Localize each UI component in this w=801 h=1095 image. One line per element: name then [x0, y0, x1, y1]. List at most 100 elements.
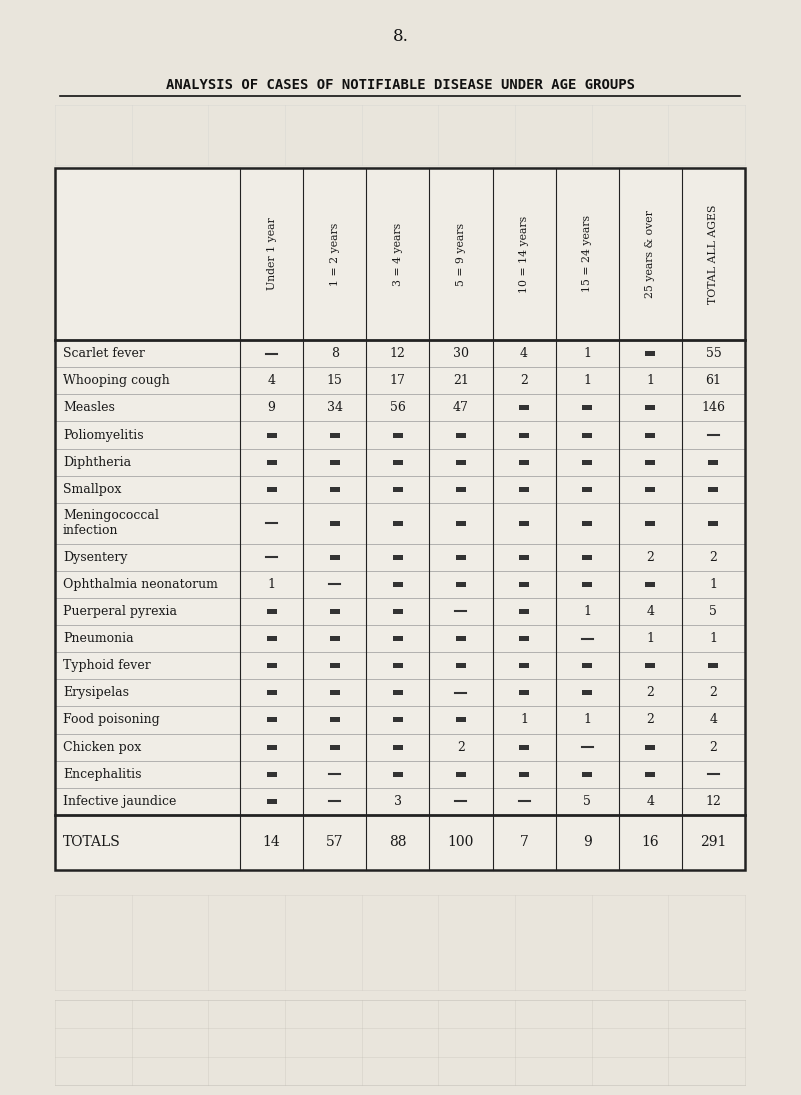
Bar: [392, 487, 403, 492]
Bar: [392, 521, 403, 526]
Bar: [267, 433, 276, 438]
Bar: [646, 351, 655, 356]
Bar: [519, 433, 529, 438]
Text: 3: 3: [394, 795, 402, 808]
Bar: [392, 664, 403, 668]
Bar: [392, 772, 403, 776]
Text: 10 = 14 years: 10 = 14 years: [519, 216, 529, 292]
Text: 55: 55: [706, 347, 722, 360]
Text: 1: 1: [520, 714, 528, 726]
Text: 15 = 24 years: 15 = 24 years: [582, 216, 592, 292]
Bar: [708, 460, 718, 464]
Text: 146: 146: [702, 402, 726, 414]
Text: 14: 14: [263, 835, 280, 850]
Text: Poliomyelitis: Poliomyelitis: [63, 428, 143, 441]
Bar: [582, 555, 592, 560]
Text: Pneumonia: Pneumonia: [63, 632, 134, 645]
Bar: [646, 581, 655, 587]
Bar: [646, 521, 655, 526]
Bar: [519, 664, 529, 668]
Text: Chicken pox: Chicken pox: [63, 740, 141, 753]
Bar: [456, 433, 466, 438]
Text: 1: 1: [646, 374, 654, 388]
Text: 1: 1: [710, 578, 718, 591]
Bar: [392, 433, 403, 438]
Text: ANALYSIS OF CASES OF NOTIFIABLE DISEASE UNDER AGE GROUPS: ANALYSIS OF CASES OF NOTIFIABLE DISEASE …: [166, 78, 635, 92]
Text: 2: 2: [710, 687, 718, 700]
Bar: [392, 717, 403, 723]
Text: 47: 47: [453, 402, 469, 414]
Text: Whooping cough: Whooping cough: [63, 374, 170, 388]
Text: 2: 2: [646, 714, 654, 726]
Text: 12: 12: [706, 795, 722, 808]
Text: Infective jaundice: Infective jaundice: [63, 795, 176, 808]
Text: 1: 1: [583, 347, 591, 360]
Bar: [708, 664, 718, 668]
Bar: [519, 690, 529, 695]
Bar: [392, 581, 403, 587]
Bar: [582, 405, 592, 411]
Text: Smallpox: Smallpox: [63, 483, 122, 496]
Bar: [582, 521, 592, 526]
Bar: [55, 168, 745, 871]
Text: Under 1 year: Under 1 year: [267, 218, 276, 290]
Bar: [456, 636, 466, 641]
Bar: [456, 460, 466, 464]
Text: 15: 15: [327, 374, 343, 388]
Text: Scarlet fever: Scarlet fever: [63, 347, 145, 360]
Text: 88: 88: [389, 835, 407, 850]
Bar: [646, 487, 655, 492]
Bar: [519, 636, 529, 641]
Bar: [519, 609, 529, 614]
Text: 7: 7: [520, 835, 529, 850]
Text: Food poisoning: Food poisoning: [63, 714, 159, 726]
Bar: [582, 690, 592, 695]
Bar: [330, 555, 340, 560]
Bar: [582, 460, 592, 464]
Bar: [392, 555, 403, 560]
Text: Puerperal pyrexia: Puerperal pyrexia: [63, 604, 177, 618]
Bar: [267, 745, 276, 750]
Text: 100: 100: [448, 835, 474, 850]
Text: 4: 4: [646, 604, 654, 618]
Text: 61: 61: [706, 374, 722, 388]
Bar: [330, 690, 340, 695]
Bar: [708, 487, 718, 492]
Text: 8: 8: [331, 347, 339, 360]
Bar: [392, 460, 403, 464]
Bar: [267, 717, 276, 723]
Text: 30: 30: [453, 347, 469, 360]
Bar: [330, 745, 340, 750]
Bar: [646, 405, 655, 411]
Bar: [646, 433, 655, 438]
Bar: [55, 168, 745, 871]
Bar: [330, 521, 340, 526]
Text: 1: 1: [583, 714, 591, 726]
Bar: [330, 636, 340, 641]
Text: 1: 1: [646, 632, 654, 645]
Text: Erysipelas: Erysipelas: [63, 687, 129, 700]
Bar: [646, 460, 655, 464]
Text: 2: 2: [520, 374, 528, 388]
Bar: [267, 690, 276, 695]
Bar: [392, 745, 403, 750]
Bar: [582, 772, 592, 776]
Bar: [267, 772, 276, 776]
Bar: [646, 664, 655, 668]
Text: 25 years & over: 25 years & over: [646, 210, 655, 298]
Text: 1: 1: [583, 604, 591, 618]
Bar: [519, 581, 529, 587]
Bar: [330, 609, 340, 614]
Text: 8.: 8.: [392, 28, 409, 45]
Bar: [267, 460, 276, 464]
Bar: [456, 664, 466, 668]
Bar: [582, 664, 592, 668]
Text: 34: 34: [327, 402, 343, 414]
Text: 2: 2: [646, 687, 654, 700]
Text: 4: 4: [646, 795, 654, 808]
Bar: [519, 487, 529, 492]
Bar: [330, 460, 340, 464]
Text: 5: 5: [583, 795, 591, 808]
Text: 16: 16: [642, 835, 659, 850]
Text: 2: 2: [710, 740, 718, 753]
